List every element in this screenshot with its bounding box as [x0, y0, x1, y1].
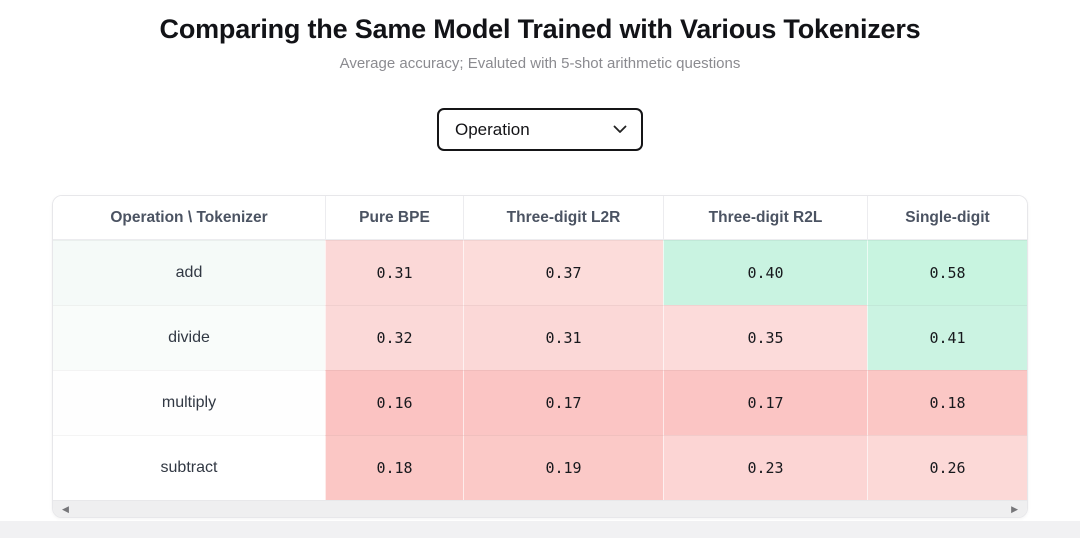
cell-add-pure-bpe: 0.31	[325, 240, 463, 305]
cell-subtract-single-digit: 0.26	[867, 435, 1027, 500]
operation-select-value: Operation	[455, 119, 530, 139]
scroll-left-arrow-icon[interactable]: ◀	[62, 503, 69, 514]
table-row-add: add 0.31 0.37 0.40 0.58	[53, 240, 1027, 305]
cell-subtract-three-digit-r2l: 0.23	[663, 435, 867, 500]
horizontal-scrollbar[interactable]: ◀ ▶	[53, 500, 1027, 517]
page-subtitle: Average accuracy; Evaluted with 5-shot a…	[339, 55, 741, 72]
table-row-divide: divide 0.32 0.31 0.35 0.41	[53, 305, 1027, 370]
operation-select[interactable]: Operation	[437, 108, 643, 151]
column-header-three-digit-l2r: Three-digit L2R	[463, 196, 663, 239]
table-header-row: Operation \ Tokenizer Pure BPE Three-dig…	[53, 196, 1027, 240]
table-row-subtract: subtract 0.18 0.19 0.23 0.26	[53, 435, 1027, 500]
cell-subtract-pure-bpe: 0.18	[325, 435, 463, 500]
column-header-single-digit: Single-digit	[867, 196, 1027, 239]
cell-multiply-three-digit-l2r: 0.17	[463, 370, 663, 435]
scroll-right-arrow-icon[interactable]: ▶	[1011, 503, 1018, 514]
row-label-subtract: subtract	[53, 435, 325, 500]
page-title: Comparing the Same Model Trained with Va…	[159, 14, 921, 44]
column-header-pure-bpe: Pure BPE	[325, 196, 463, 239]
cell-divide-single-digit: 0.41	[867, 305, 1027, 370]
page-bottom-strip	[0, 521, 1080, 538]
cell-divide-pure-bpe: 0.32	[325, 305, 463, 370]
chevron-down-icon	[613, 125, 627, 134]
cell-multiply-single-digit: 0.18	[867, 370, 1027, 435]
row-label-multiply: multiply	[53, 370, 325, 435]
column-header-three-digit-r2l: Three-digit R2L	[663, 196, 867, 239]
cell-add-three-digit-r2l: 0.40	[663, 240, 867, 305]
cell-divide-three-digit-l2r: 0.31	[463, 305, 663, 370]
cell-subtract-three-digit-l2r: 0.19	[463, 435, 663, 500]
cell-divide-three-digit-r2l: 0.35	[663, 305, 867, 370]
table-row-multiply: multiply 0.16 0.17 0.17 0.18	[53, 370, 1027, 435]
cell-multiply-three-digit-r2l: 0.17	[663, 370, 867, 435]
row-label-divide: divide	[53, 305, 325, 370]
results-table: Operation \ Tokenizer Pure BPE Three-dig…	[52, 195, 1028, 518]
filter-bar: Operation	[0, 108, 1080, 151]
row-label-add: add	[53, 240, 325, 305]
cell-add-single-digit: 0.58	[867, 240, 1027, 305]
cell-multiply-pure-bpe: 0.16	[325, 370, 463, 435]
column-header-operation-tokenizer: Operation \ Tokenizer	[110, 208, 268, 226]
cell-add-three-digit-l2r: 0.37	[463, 240, 663, 305]
